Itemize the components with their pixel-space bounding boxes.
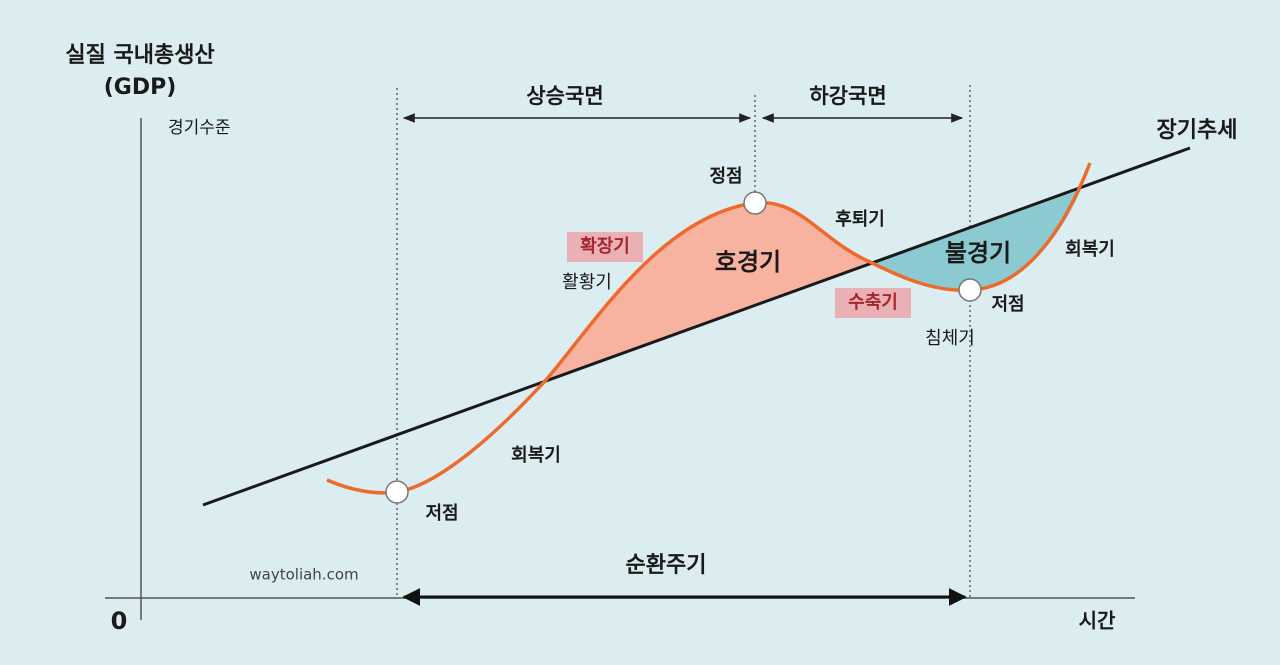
label-box [835, 288, 911, 318]
stage-label: 확장기 [580, 236, 630, 257]
point-label: 저점 [425, 503, 458, 524]
stage-label: 침체기 [925, 328, 975, 349]
guides [396, 85, 971, 598]
stage-label: 후퇴기 [835, 209, 885, 230]
y-title: 실질 국내총생산 [65, 43, 214, 68]
x-title: 시간 [1079, 609, 1116, 633]
stage-label: 수축기 [848, 292, 898, 313]
watermark: waytoliah.com [249, 566, 358, 584]
stage-label: 불경기 [945, 239, 1011, 267]
stage-label: 호경기 [715, 248, 781, 276]
trend-line [202, 146, 1191, 507]
phase-label: 순환주기 [626, 553, 707, 578]
phase-label: 하강국면 [809, 84, 886, 108]
stage-label: 회복기 [511, 445, 561, 466]
points [385, 191, 982, 504]
trend-label: 장기추세 [1157, 118, 1238, 143]
y-title: (GDP) [104, 75, 177, 100]
y-subtitle: 경기수준 [168, 118, 231, 138]
stage-label: 회복기 [1065, 239, 1115, 260]
stage-label: 활황기 [562, 272, 612, 293]
origin: 0 [111, 607, 128, 635]
phase-label: 상승국면 [526, 84, 603, 108]
boom-area [545, 202, 870, 381]
label-box [567, 232, 643, 262]
point-label: 저점 [991, 294, 1024, 315]
point-label: 정점 [709, 166, 742, 187]
